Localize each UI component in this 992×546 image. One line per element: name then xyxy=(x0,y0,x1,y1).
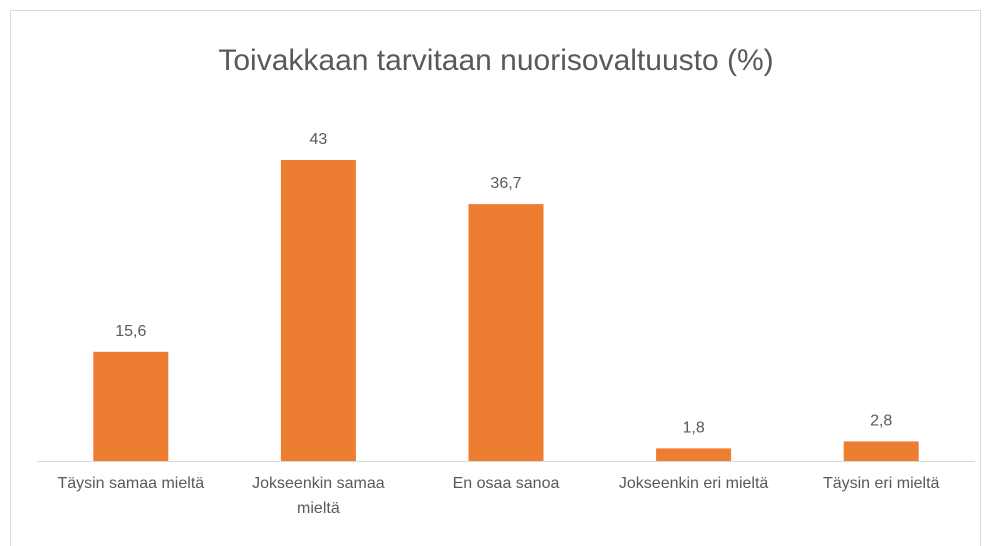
data-label: 43 xyxy=(310,131,328,148)
data-label: 15,6 xyxy=(115,323,146,340)
x-tick-label: Täysin eri mieltä xyxy=(822,475,940,492)
chart-title: Toivakkaan tarvitaan nuorisovaltuusto (%… xyxy=(218,44,773,77)
x-tick-label: Jokseenkin eri mieltä xyxy=(618,475,769,492)
bar xyxy=(280,160,356,461)
x-tick-label: En osaa sanoa xyxy=(452,475,560,492)
x-tick-label: Täysin samaa mieltä xyxy=(57,475,205,492)
data-label: 36,7 xyxy=(490,175,521,192)
bar xyxy=(93,351,169,461)
x-tick-label: Jokseenkin samaa mieltä xyxy=(252,475,385,517)
data-label: 1,8 xyxy=(682,419,704,436)
bar xyxy=(843,441,919,461)
bar xyxy=(468,204,544,461)
bar xyxy=(656,448,732,461)
data-label: 2,8 xyxy=(870,412,892,429)
